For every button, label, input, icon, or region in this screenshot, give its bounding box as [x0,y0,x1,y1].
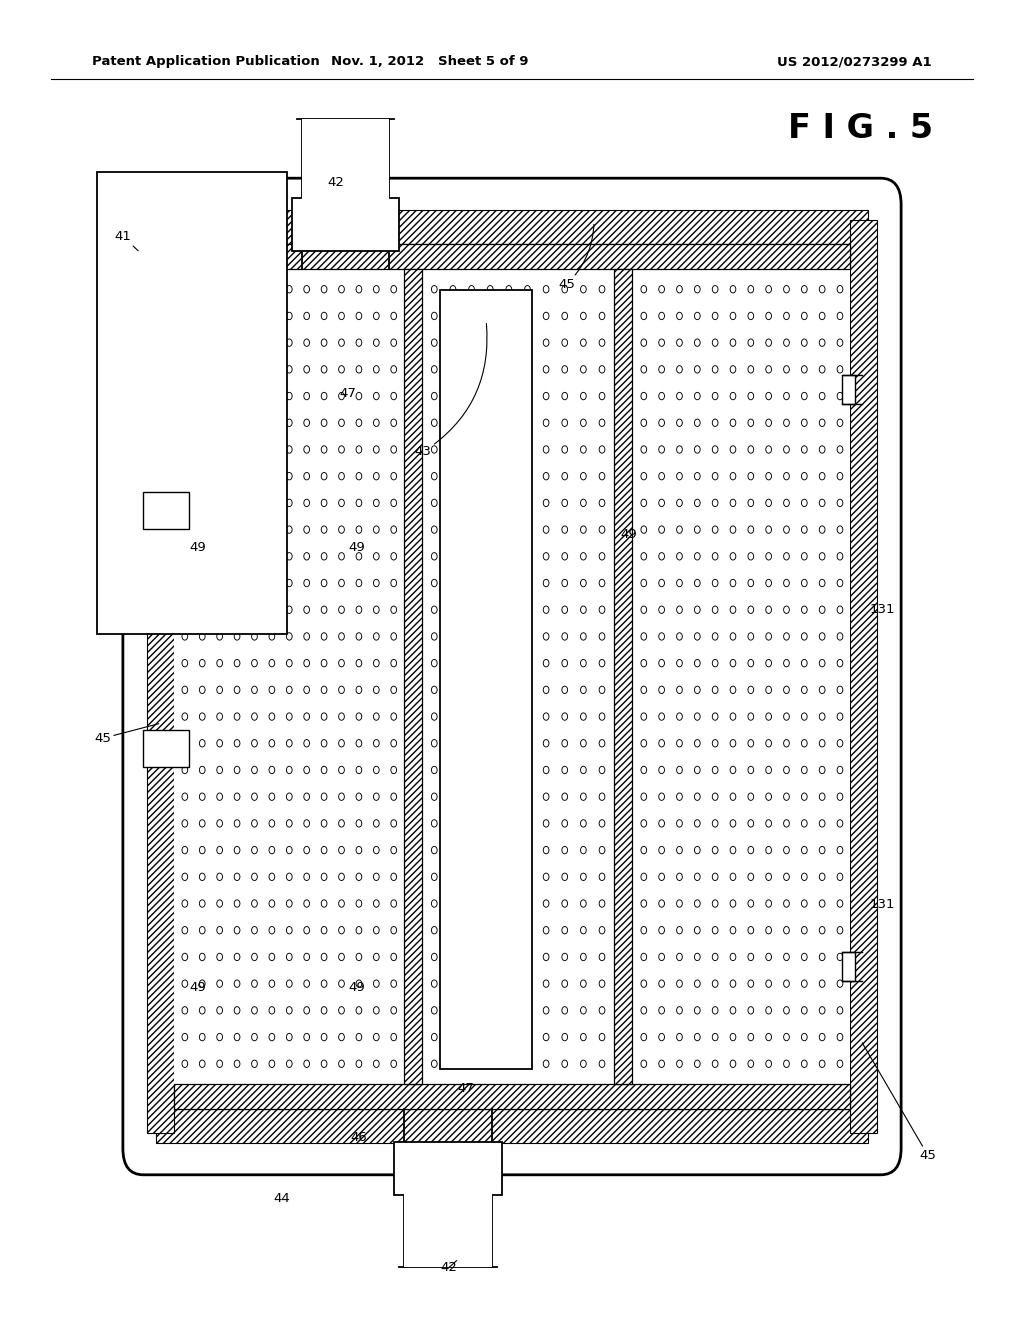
Text: Nov. 1, 2012   Sheet 5 of 9: Nov. 1, 2012 Sheet 5 of 9 [332,55,528,69]
Bar [147,220,174,1133]
Text: 49: 49 [621,528,637,541]
Text: 131: 131 [870,898,895,911]
Bar [614,269,632,1084]
Text: 46: 46 [350,1131,367,1144]
Text: 42: 42 [440,1261,457,1274]
Text: 49: 49 [348,541,365,554]
Text: 131: 131 [870,603,895,616]
Bar [394,1142,502,1195]
Text: 45: 45 [558,224,594,290]
Bar [440,290,532,1069]
Bar [174,1084,850,1109]
Text: 42: 42 [328,176,344,189]
Bar [143,730,189,767]
Text: 47: 47 [340,387,356,400]
Text: F I G . 5: F I G . 5 [787,112,933,145]
Bar [404,1188,492,1267]
Text: Patent Application Publication: Patent Application Publication [92,55,319,69]
Bar [404,269,422,1084]
Bar [174,244,850,269]
Text: 43: 43 [415,323,487,458]
Bar [292,198,399,251]
Bar [156,1109,868,1143]
Text: 44: 44 [273,1192,290,1205]
Text: US 2012/0273299 A1: US 2012/0273299 A1 [777,55,932,69]
Text: 47: 47 [458,1082,474,1096]
Text: 49: 49 [189,541,206,554]
Bar [143,492,189,529]
Text: 45: 45 [94,723,159,744]
Bar [842,952,855,981]
Bar [842,375,855,404]
Text: 45: 45 [862,1043,936,1162]
Bar [850,220,877,1133]
Bar [174,244,850,1109]
Text: 49: 49 [348,981,365,994]
Bar [97,172,287,634]
Text: 41: 41 [115,230,138,251]
Bar [302,119,389,205]
Text: 49: 49 [189,981,206,994]
Bar [156,210,868,244]
FancyBboxPatch shape [123,178,901,1175]
